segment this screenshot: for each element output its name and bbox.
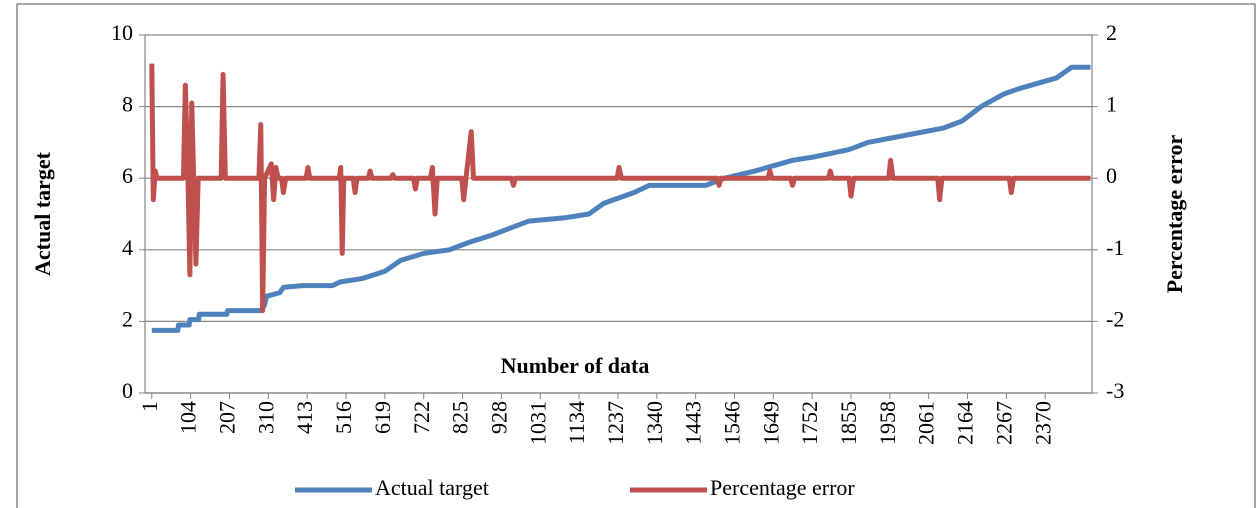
y-tick-label: 6 [122,163,133,188]
x-tick-label: 1340 [642,401,667,445]
x-tick-label: 2267 [991,401,1016,445]
x-axis-title: Number of data [501,353,650,378]
x-tick-label: 104 [176,401,201,434]
y2-tick-label: -3 [1106,378,1124,403]
x-tick-label: 1855 [836,401,861,445]
y-tick-label: 10 [111,20,133,45]
x-tick-label: 1649 [758,401,783,445]
x-tick-label: 1958 [875,401,900,445]
x-tick-label: 619 [370,401,395,434]
y-axis-title: Actual target [30,151,55,276]
x-tick-label: 1031 [525,401,550,445]
chart-border [16,3,1256,508]
x-tick-label: 207 [215,401,240,434]
x-tick-label: 1752 [797,401,822,445]
x-tick-label: 516 [331,401,356,434]
x-tick-label: 2164 [953,401,978,445]
y-tick-label: 4 [122,235,133,260]
x-tick-label: 1443 [681,401,706,445]
x-tick-label: 825 [448,401,473,434]
legend-label: Percentage error [710,475,855,500]
y-tick-label: 2 [122,306,133,331]
y2-tick-label: -2 [1106,306,1124,331]
x-tick-label: 413 [292,401,317,434]
y2-axis-title: Percentage error [1162,134,1187,293]
x-tick-label: 1 [137,401,162,412]
x-tick-label: 722 [409,401,434,434]
x-tick-label: 2370 [1030,401,1055,445]
y2-tick-label: 0 [1106,163,1117,188]
y2-tick-label: 1 [1106,92,1117,117]
series-line [151,64,1091,333]
y2-tick-label: -1 [1106,235,1124,260]
x-tick-label: 1134 [564,401,589,444]
series-line [149,63,1091,314]
x-tick-label: 1546 [720,401,745,445]
x-tick-label: 1237 [603,401,628,445]
x-tick-label: 2061 [914,401,939,445]
legend-label: Actual target [375,475,489,500]
y-tick-label: 0 [122,378,133,403]
y-tick-label: 8 [122,92,133,117]
y2-tick-label: 2 [1106,20,1117,45]
x-tick-label: 928 [486,401,511,434]
x-tick-label: 310 [253,401,278,434]
